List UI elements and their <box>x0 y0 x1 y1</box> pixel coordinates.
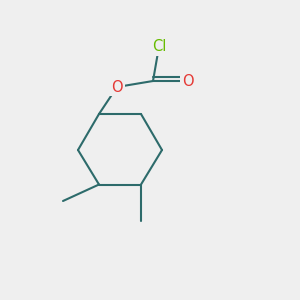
Text: O: O <box>111 80 123 94</box>
Text: O: O <box>182 74 193 88</box>
Text: Cl: Cl <box>152 39 166 54</box>
